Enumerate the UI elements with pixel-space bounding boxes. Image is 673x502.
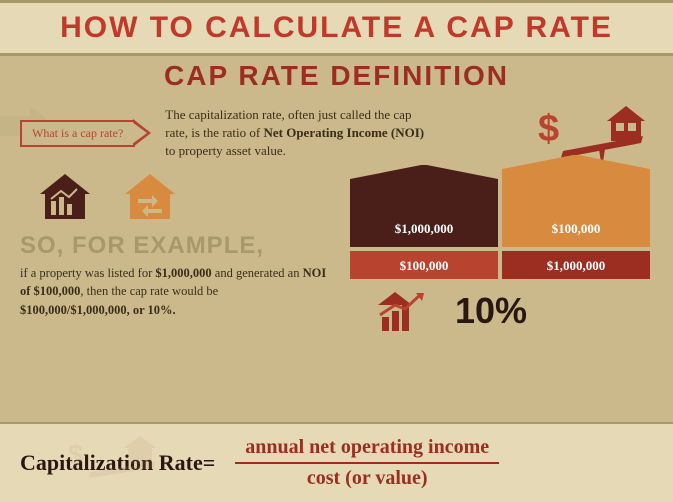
ex-t2: and generated an [212,266,303,280]
example-heading: SO, FOR EXAMPLE, [20,232,330,260]
content-area: What is a cap rate? The capitalization r… [0,96,673,345]
middle-row: SO, FOR EXAMPLE, if a property was liste… [20,169,653,335]
result-percentage: 10% [455,290,527,332]
def-bold: Net Operating Income (NOI) [263,125,424,140]
ex-t1: if a property was listed for [20,266,155,280]
example-text: if a property was listed for $1,000,000 … [20,264,330,320]
sub-title: CAP RATE DEFINITION [0,60,673,92]
svg-text:$: $ [538,108,559,150]
subheader-band: CAP RATE DEFINITION [0,56,673,96]
main-title: HOW TO CALCULATE A CAP RATE [0,11,673,45]
def-post: to property asset value. [165,143,286,158]
ex-t3: , then the cap rate would be [80,284,218,298]
formula-fraction: annual net operating income cost (or val… [235,436,499,490]
price-block-4: $1,000,000 [502,251,650,279]
ex-b3: $100,000/$1,000,000, or 10%. [20,303,176,317]
svg-text:$: $ [68,439,84,470]
result-row: 10% [370,287,650,335]
watermark-scale-icon: $ [60,434,170,494]
price-block-2: $100,000 [502,169,650,247]
formula-denominator: cost (or value) [235,464,499,490]
formula-numerator: annual net operating income [235,436,499,464]
price-block-3: $100,000 [350,251,498,279]
header-band: HOW TO CALCULATE A CAP RATE [0,0,673,56]
house-icons-row [35,169,330,224]
house-arrows-icon [120,169,180,224]
growth-chart-icon [370,287,430,335]
definition-text: The capitalization rate, often just call… [165,106,435,161]
price-block-1: $1,000,000 [350,179,498,247]
right-column: $1,000,000 $100,000 $100,000 $1,000,000 … [350,169,650,335]
left-column: SO, FOR EXAMPLE, if a property was liste… [20,169,330,335]
ex-b1: $1,000,000 [155,266,211,280]
definition-row: What is a cap rate? The capitalization r… [20,106,653,161]
question-arrow-label: What is a cap rate? [20,120,135,147]
price-grid: $1,000,000 $100,000 $100,000 $1,000,000 [350,169,650,279]
house-chart-icon [35,169,95,224]
